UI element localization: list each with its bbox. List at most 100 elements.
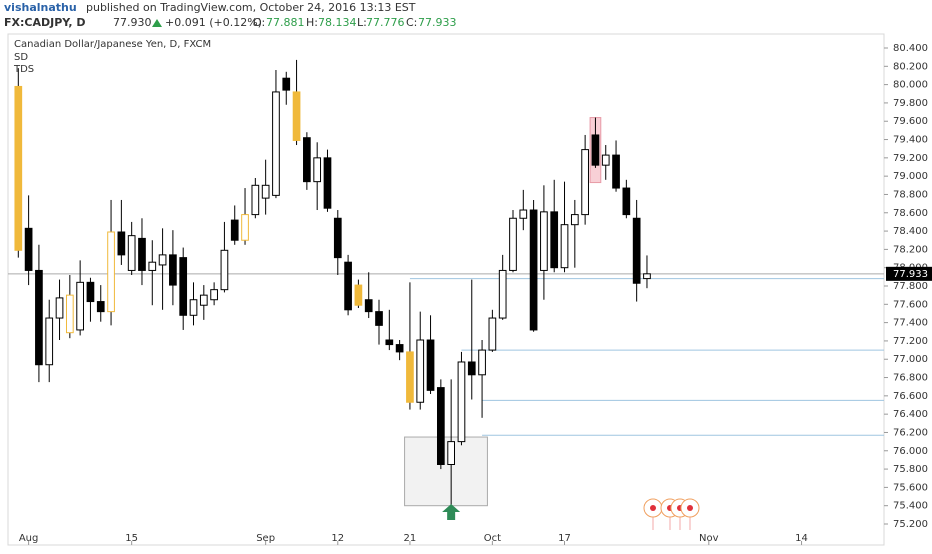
x-tick-label: Oct <box>484 533 501 544</box>
y-tick-label: 76.800 <box>893 373 928 384</box>
candle-body <box>364 299 373 313</box>
up-arrow-icon <box>152 19 162 27</box>
high-value: 78.134 <box>318 16 357 29</box>
candle-body <box>14 85 23 251</box>
y-tick-label: 76.400 <box>893 409 928 420</box>
candle-body <box>179 257 188 316</box>
last-price-label: 77.933 <box>893 269 928 280</box>
candle-body <box>612 154 620 189</box>
candle-body <box>488 317 497 351</box>
candle-body <box>354 284 363 306</box>
last-price-text: 77.930 <box>113 16 152 29</box>
candle-body <box>35 269 43 366</box>
open-label: O: <box>253 16 265 29</box>
low-label: L: <box>357 16 367 29</box>
candle-body <box>643 273 651 280</box>
candle-body <box>210 289 218 301</box>
candle-body <box>406 351 414 403</box>
candle-body <box>199 294 208 306</box>
candle-body <box>189 299 198 316</box>
candle-body <box>107 231 115 313</box>
x-tick-label: Aug <box>19 533 39 544</box>
y-tick-label: 76.200 <box>893 427 928 438</box>
x-tick-label: 14 <box>795 533 808 544</box>
candle-body <box>529 209 538 331</box>
candle-body <box>375 311 383 326</box>
y-tick-label: 75.600 <box>893 482 928 493</box>
chart-title: Canadian Dollar/Japanese Yen, D, FXCM <box>14 39 211 50</box>
author[interactable]: vishalnathu <box>4 1 77 14</box>
candle-body <box>323 157 332 209</box>
candle-body <box>251 184 260 216</box>
low-value: 77.776 <box>366 16 405 29</box>
candle-body <box>601 154 610 166</box>
y-tick-label: 75.400 <box>893 501 928 512</box>
y-tick-label: 80.200 <box>893 61 928 72</box>
candle-body <box>230 219 239 241</box>
y-tick-label: 75.800 <box>893 464 928 475</box>
candle-body <box>282 77 291 91</box>
x-tick-label: 17 <box>558 533 571 544</box>
candle-body <box>148 261 157 271</box>
candle-body <box>436 387 445 466</box>
candle-body <box>540 211 548 271</box>
candle-body <box>333 217 342 259</box>
candle-body <box>478 349 486 376</box>
candle-body <box>395 344 404 353</box>
y-tick-label: 78.200 <box>893 244 928 255</box>
candle-body <box>560 224 569 269</box>
candle-body <box>632 217 641 284</box>
candle-body <box>76 281 84 331</box>
close-label: C: <box>406 16 417 29</box>
candle-body <box>117 231 126 256</box>
event-pins[interactable] <box>643 498 700 530</box>
candle-body <box>138 237 146 271</box>
high-label: H: <box>306 16 318 29</box>
candle-body <box>622 187 631 216</box>
y-tick-label: 77.000 <box>893 354 928 365</box>
close-value: 77.933 <box>418 16 457 29</box>
y-tick-label: 79.200 <box>893 153 928 164</box>
x-tick-label: 15 <box>125 533 138 544</box>
candle-body <box>591 134 600 166</box>
candle-body <box>55 297 64 319</box>
candle-body <box>385 339 394 346</box>
y-tick-label: 79.600 <box>893 116 928 127</box>
y-tick-label: 80.000 <box>893 80 928 91</box>
candle-body <box>86 281 95 303</box>
y-tick-label: 78.800 <box>893 189 928 200</box>
candle-body <box>241 214 249 241</box>
published-line: published on TradingView.com, October 24… <box>86 1 416 14</box>
candle-body <box>467 361 476 376</box>
x-tick-label: 12 <box>331 533 344 544</box>
candle-body <box>313 157 322 183</box>
y-tick-label: 76.000 <box>893 446 928 457</box>
indicator: SD <box>14 52 28 63</box>
y-tick-label: 79.400 <box>893 135 928 146</box>
y-tick-label: 77.800 <box>893 281 928 292</box>
zone-box <box>404 436 488 507</box>
candle-body <box>570 214 579 226</box>
candle-body <box>65 294 74 334</box>
candle-body <box>24 227 33 271</box>
symbol: FX:CADJPY, D <box>4 16 86 29</box>
y-tick-label: 77.200 <box>893 336 928 347</box>
candle-body <box>550 211 559 269</box>
plot-frame <box>7 33 885 546</box>
candle-body <box>344 261 352 311</box>
candle-body <box>45 317 54 366</box>
candle-body <box>581 149 589 216</box>
y-tick-label: 77.400 <box>893 318 928 329</box>
candle-body <box>457 361 466 443</box>
candle-body <box>292 91 301 141</box>
x-tick-label: 21 <box>404 533 417 544</box>
candle-body <box>96 301 105 313</box>
y-tick-label: 76.600 <box>893 391 928 402</box>
candle-body <box>447 441 456 466</box>
candle-body <box>509 217 517 271</box>
last-price-tag <box>886 266 932 281</box>
candle-body <box>272 91 280 196</box>
indicator: TDS <box>13 64 34 75</box>
y-tick-label: 80.400 <box>893 43 928 54</box>
